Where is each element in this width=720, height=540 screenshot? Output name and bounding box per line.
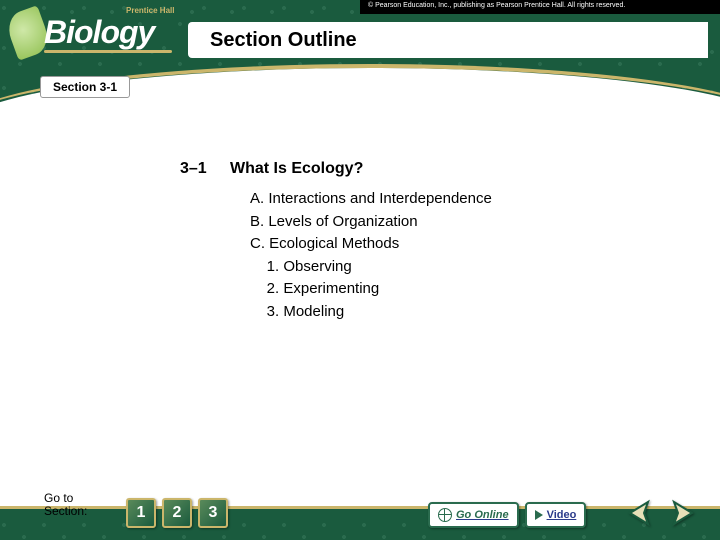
outline-item: B. Levels of Organization bbox=[250, 211, 660, 234]
resource-buttons: Go Online Video bbox=[428, 502, 586, 528]
play-icon bbox=[535, 510, 543, 520]
outline-item: 2. Experimenting bbox=[250, 278, 660, 301]
nav-arrows bbox=[618, 496, 704, 530]
outline-item: C. Ecological Methods bbox=[250, 233, 660, 256]
copyright-bar: © Pearson Education, Inc., publishing as… bbox=[360, 0, 720, 14]
section-pill: Section 3-1 bbox=[40, 76, 130, 98]
outline-item: 1. Observing bbox=[250, 256, 660, 279]
section-3-button[interactable]: 3 bbox=[198, 498, 228, 528]
go-online-button[interactable]: Go Online bbox=[428, 502, 519, 528]
prev-button[interactable] bbox=[618, 496, 660, 530]
go-online-label: Go Online bbox=[456, 509, 509, 521]
arrow-left-icon bbox=[620, 498, 658, 528]
goto-line2: Section: bbox=[44, 505, 87, 518]
content-area: 3–1 What Is Ecology? A. Interactions and… bbox=[180, 160, 660, 323]
globe-icon bbox=[438, 508, 452, 522]
footer-background bbox=[0, 506, 720, 540]
section-2-button[interactable]: 2 bbox=[162, 498, 192, 528]
logo-underline bbox=[44, 50, 172, 53]
logo-subtitle: Prentice Hall bbox=[126, 6, 174, 15]
next-button[interactable] bbox=[662, 496, 704, 530]
arrow-right-icon bbox=[664, 498, 702, 528]
logo-text: Biology bbox=[44, 14, 154, 51]
section-nav: 1 2 3 bbox=[126, 498, 228, 528]
outline-list: A. Interactions and Interdependence B. L… bbox=[250, 188, 660, 323]
goto-line1: Go to bbox=[44, 492, 87, 505]
video-button[interactable]: Video bbox=[525, 502, 587, 528]
title-banner: Section Outline bbox=[188, 22, 708, 58]
outline-item: A. Interactions and Interdependence bbox=[250, 188, 660, 211]
section-title: What Is Ecology? bbox=[230, 160, 363, 178]
section-number: 3–1 bbox=[180, 160, 230, 178]
section-1-button[interactable]: 1 bbox=[126, 498, 156, 528]
video-label: Video bbox=[547, 509, 577, 521]
goto-label: Go to Section: bbox=[44, 492, 87, 518]
footer: Go to Section: 1 2 3 Go Online Video bbox=[0, 482, 720, 540]
outline-item: 3. Modeling bbox=[250, 301, 660, 324]
header: © Pearson Education, Inc., publishing as… bbox=[0, 0, 720, 108]
page-title: Section Outline bbox=[210, 29, 357, 52]
